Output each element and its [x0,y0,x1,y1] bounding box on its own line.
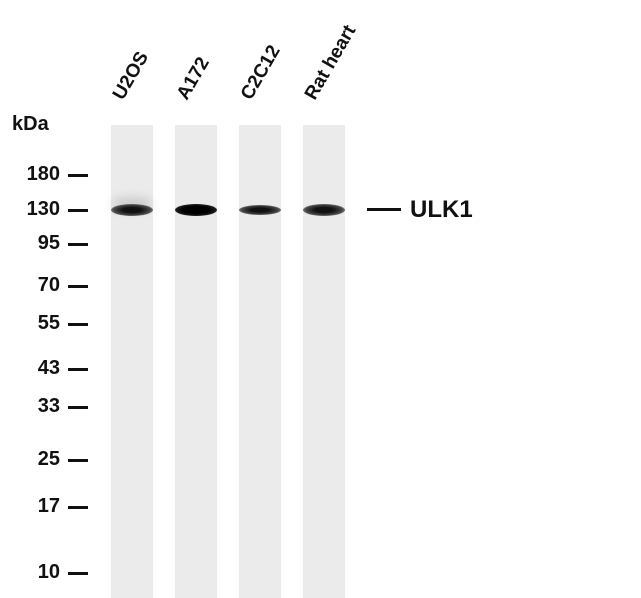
marker-17: 17 [37,495,60,517]
target-protein-label: ULK1 [410,196,473,223]
marker-95: 95 [37,232,60,254]
marker-130: 130 [26,198,60,220]
marker-55: 55 [37,312,60,334]
marker-33: 33 [37,395,60,417]
marker-tick [68,368,88,371]
lane-label-a172: A172 [172,53,214,104]
lane-label-rat-heart: Rat heart [300,21,361,104]
band-rat-heart [303,204,345,216]
lane-u2os [111,125,153,598]
marker-43: 43 [37,357,60,379]
lane-label-c2c12: C2C12 [236,41,285,104]
marker-10: 10 [37,561,60,583]
lane-label-u2os: U2OS [108,48,154,104]
marker-180: 180 [26,163,60,185]
kda-label: kDa [12,113,49,135]
marker-tick [68,506,88,509]
lane-c2c12 [239,125,281,598]
marker-tick [68,459,88,462]
band-c2c12 [239,205,281,215]
lane-a172 [175,125,217,598]
band-u2os [111,204,153,216]
marker-tick [68,285,88,288]
marker-70: 70 [37,274,60,296]
lane-rat-heart [303,125,345,598]
band-a172 [175,204,217,216]
marker-tick [68,323,88,326]
marker-tick [68,209,88,212]
marker-tick [68,406,88,409]
marker-tick [68,572,88,575]
marker-tick [68,174,88,177]
target-indicator-line [367,208,401,211]
marker-25: 25 [37,448,60,470]
marker-tick [68,243,88,246]
